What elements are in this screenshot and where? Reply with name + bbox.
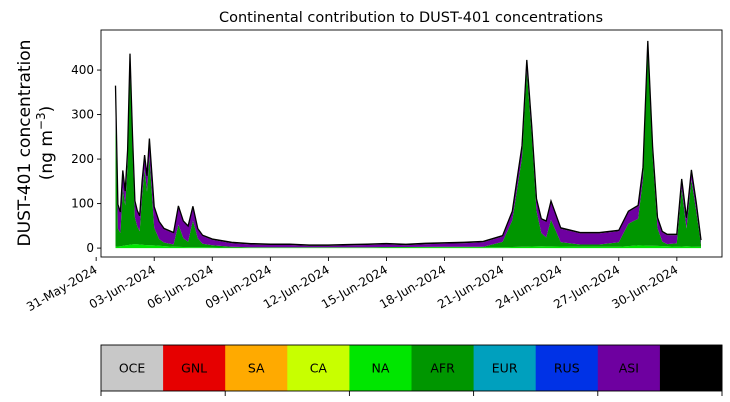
series-area-afr bbox=[115, 50, 701, 248]
x-tick-label: 30-Jun-2024 bbox=[609, 262, 680, 311]
legend-swatch-sa bbox=[225, 345, 288, 391]
legend-label-sa: SA bbox=[248, 361, 265, 376]
legend-swatch-gnl bbox=[163, 345, 226, 391]
legend-swatch-rus bbox=[535, 345, 599, 391]
legend-swatch-ca bbox=[287, 345, 350, 391]
legend-label-asi: ASI bbox=[619, 361, 639, 376]
legend-label-eur: EUR bbox=[492, 361, 518, 376]
series-area-asi bbox=[115, 41, 701, 248]
total-line bbox=[114, 40, 702, 246]
series-area-na bbox=[115, 244, 701, 249]
legend-label-rus: RUS bbox=[554, 361, 580, 376]
chart-title: Continental contribution to DUST-401 con… bbox=[219, 10, 603, 26]
legend-colorbar: OCE GNL SA CA NA AFR EUR RUS ASI AUS bbox=[100, 344, 723, 396]
legend-label-na: NA bbox=[371, 361, 389, 376]
legend-swatch-asi bbox=[597, 345, 661, 391]
axes-frame bbox=[100, 29, 723, 258]
y-tick-label: 400 bbox=[71, 63, 94, 77]
x-tick-label: 31-May-2024 bbox=[24, 262, 99, 314]
plot-area bbox=[114, 40, 702, 249]
series-area-aus bbox=[115, 40, 701, 246]
legend-swatch-afr bbox=[411, 345, 475, 391]
legend-label-ca: CA bbox=[310, 361, 328, 376]
legend-label-gnl: GNL bbox=[181, 361, 207, 376]
y-axis-label: DUST-401 concentration (ng m−3) bbox=[15, 40, 57, 247]
y-tick-label: 200 bbox=[71, 152, 94, 166]
legend-label-aus: AUS bbox=[678, 361, 704, 376]
legend-swatch-oce bbox=[101, 345, 164, 391]
legend-frame bbox=[100, 344, 723, 392]
legend-swatch-aus bbox=[659, 345, 723, 391]
legend-label-oce: OCE bbox=[119, 361, 146, 376]
y-tick-label: 100 bbox=[71, 197, 94, 211]
legend-swatch-eur bbox=[473, 345, 537, 391]
legend-label-afr: AFR bbox=[430, 361, 455, 376]
y-axis-label-line1: DUST-401 concentration bbox=[15, 40, 35, 247]
y-tick-label: 300 bbox=[71, 108, 94, 122]
y-axis-label-unit: (ng m−3) bbox=[34, 106, 57, 181]
y-tick-label: 0 bbox=[86, 241, 94, 255]
legend-swatch-na bbox=[349, 345, 412, 391]
